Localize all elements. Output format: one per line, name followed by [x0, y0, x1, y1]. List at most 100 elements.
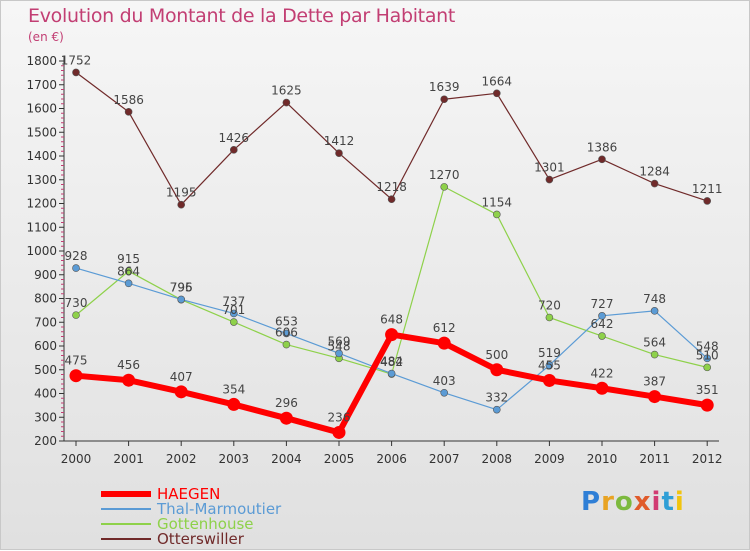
data-label: 1284 [639, 165, 670, 179]
data-point [72, 68, 80, 77]
legend-label: Thal-Marmoutier [157, 500, 282, 518]
data-point [703, 197, 712, 205]
data-point [335, 349, 343, 358]
legend-swatch [101, 491, 151, 497]
data-point [387, 195, 396, 204]
data-point [490, 363, 504, 377]
logo-letter: t [661, 487, 675, 517]
data-label: 455 [538, 358, 561, 372]
legend-label: HAEGEN [157, 485, 221, 503]
data-label: 1625 [271, 84, 302, 98]
y-tick-label: 1200 [26, 197, 57, 211]
data-point [385, 328, 399, 342]
data-label: 236 [328, 410, 351, 424]
proxiti-logo: Proxiti [581, 487, 685, 517]
data-label: 1586 [113, 93, 144, 107]
data-label: 1154 [482, 195, 513, 209]
y-tick-label: 700 [34, 315, 57, 329]
data-point [492, 405, 501, 414]
data-point [542, 373, 556, 387]
data-point [282, 329, 291, 338]
data-label: 1195 [166, 186, 197, 200]
data-label: 387 [643, 375, 666, 389]
logo-letter: i [651, 487, 662, 517]
data-label: 354 [222, 382, 245, 396]
data-label: 1211 [692, 182, 723, 196]
logo-letter: r [601, 487, 615, 517]
data-label: 1218 [376, 180, 407, 194]
chart-title: Evolution du Montant de la Dette par Hab… [28, 5, 456, 27]
legend-swatch [101, 523, 151, 525]
y-tick-label: 500 [34, 363, 57, 377]
data-point [595, 381, 609, 395]
x-tick-label: 2002 [166, 452, 197, 466]
data-point [650, 179, 659, 188]
data-label: 720 [538, 299, 561, 313]
data-point [650, 307, 659, 315]
data-label: 1270 [429, 168, 460, 182]
data-point [440, 95, 449, 104]
data-label: 351 [696, 383, 719, 397]
legend-item: Otterswiller [101, 531, 244, 547]
data-label: 928 [65, 249, 88, 263]
data-label: 519 [538, 346, 561, 360]
data-label: 407 [170, 370, 193, 384]
data-point [122, 373, 136, 387]
y-tick-label: 1800 [26, 54, 57, 68]
data-label: 548 [696, 339, 719, 353]
y-tick-label: 1700 [26, 78, 57, 92]
data-label: 1752 [61, 53, 92, 67]
data-label: 915 [117, 252, 140, 266]
x-tick-label: 2005 [324, 452, 355, 466]
data-point [282, 98, 291, 107]
data-label: 422 [591, 366, 614, 380]
data-label: 796 [170, 280, 193, 294]
y-tick-label: 400 [34, 387, 57, 401]
data-point [598, 312, 606, 320]
x-tick-label: 2010 [587, 452, 618, 466]
data-label: 1386 [587, 140, 618, 154]
data-point [335, 149, 343, 157]
data-label: 1412 [324, 134, 355, 148]
data-label: 701 [222, 303, 245, 317]
x-tick-label: 2007 [429, 452, 460, 466]
data-point [598, 155, 606, 164]
y-tick-label: 800 [34, 292, 57, 306]
data-point [598, 332, 606, 340]
data-point [124, 108, 133, 116]
x-tick-label: 2008 [482, 452, 513, 466]
data-label: 737 [222, 294, 245, 308]
y-tick-label: 1600 [26, 102, 57, 116]
data-label: 548 [328, 339, 351, 353]
data-point [230, 309, 238, 318]
data-label: 606 [275, 326, 298, 340]
data-label: 653 [275, 314, 298, 328]
data-point [492, 210, 501, 219]
data-point [648, 390, 662, 404]
x-tick-label: 2009 [534, 452, 565, 466]
data-point [230, 146, 238, 154]
y-tick-label: 1000 [26, 244, 57, 258]
x-tick-label: 2001 [113, 452, 144, 466]
data-label: 500 [485, 348, 508, 362]
x-tick-label: 2012 [692, 452, 723, 466]
data-label: 484 [380, 355, 403, 369]
data-label: 475 [65, 354, 88, 368]
data-point [545, 361, 554, 370]
data-point [279, 411, 293, 425]
data-label: 1664 [482, 74, 513, 88]
data-label: 456 [117, 358, 140, 372]
data-point [440, 183, 449, 191]
data-label: 403 [433, 374, 456, 388]
x-tick-label: 2004 [271, 452, 302, 466]
data-label: 612 [433, 321, 456, 335]
logo-letter: x [633, 487, 652, 517]
data-point [177, 200, 185, 209]
x-tick-label: 2003 [219, 452, 250, 466]
data-label: 864 [117, 264, 140, 278]
data-point [545, 175, 554, 184]
logo-letter: i [674, 487, 685, 517]
data-point [72, 311, 80, 319]
legend-item: Gottenhouse [101, 516, 254, 532]
